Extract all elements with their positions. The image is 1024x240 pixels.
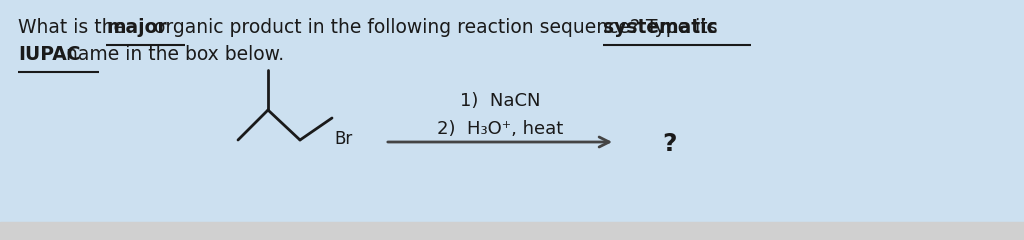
Text: 1)  NaCN: 1) NaCN [460, 92, 541, 110]
Text: ?: ? [663, 132, 677, 156]
Text: name in the box below.: name in the box below. [59, 45, 284, 64]
Text: systematic: systematic [603, 18, 718, 37]
Text: Br: Br [334, 130, 352, 148]
Text: major: major [106, 18, 167, 37]
Text: organic product in the following reaction sequence? Type its: organic product in the following reactio… [147, 18, 723, 37]
Text: 2)  H₃O⁺, heat: 2) H₃O⁺, heat [437, 120, 563, 138]
Bar [0, 222, 1024, 240]
Text: IUPAC: IUPAC [18, 45, 81, 64]
Text: What is the: What is the [18, 18, 131, 37]
